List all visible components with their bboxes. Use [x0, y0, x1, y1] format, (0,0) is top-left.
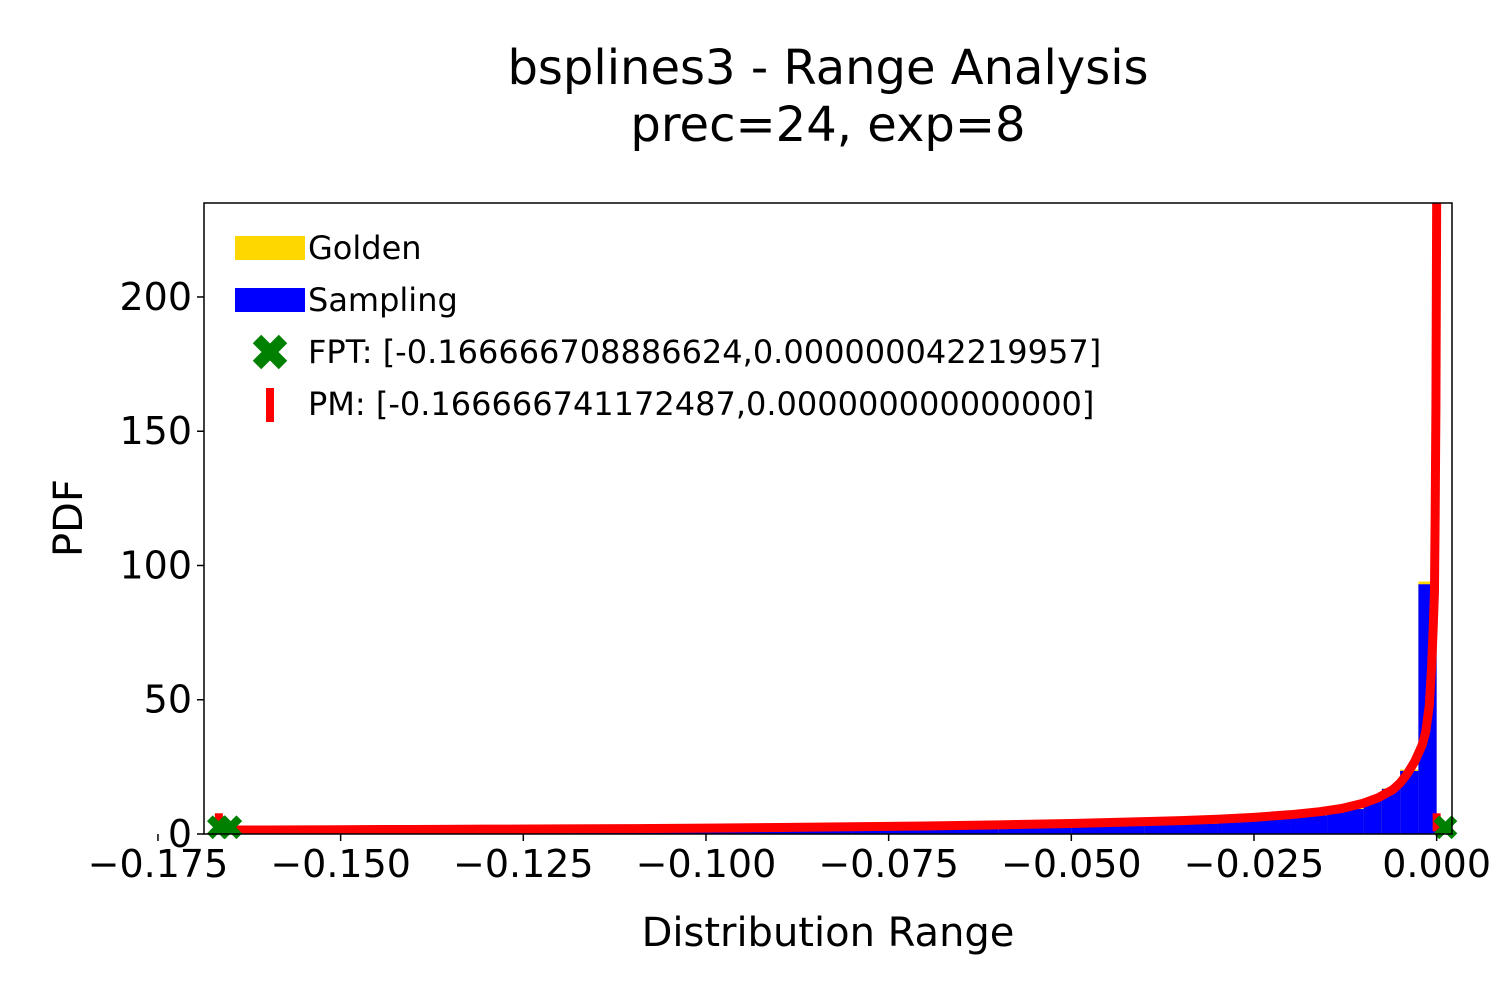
- legend-swatch-sampling: [235, 288, 305, 312]
- y-tick-label: 50: [144, 678, 192, 722]
- y-axis-label: PDF: [46, 479, 92, 557]
- legend-label: Golden: [308, 229, 422, 267]
- legend-swatch-pm: [266, 388, 274, 422]
- legend-swatch-fpt: [252, 334, 288, 370]
- plot-area: [214, 203, 1442, 834]
- chart-subtitle: prec=24, exp=8: [630, 97, 1025, 153]
- sampling-bar: [1363, 799, 1382, 834]
- legend-swatch-golden: [235, 236, 305, 260]
- x-tick-label: −0.075: [818, 842, 959, 886]
- sampling-bar: [852, 828, 999, 834]
- sampling-bar: [1400, 770, 1419, 834]
- y-tick-label: 100: [119, 543, 192, 587]
- sampling-bar: [1144, 823, 1218, 834]
- sampling-bar: [1217, 820, 1254, 834]
- legend-label: Sampling: [308, 281, 458, 319]
- sampling-bar: [1290, 815, 1328, 834]
- y-tick-label: 200: [119, 275, 192, 319]
- sampling-bar: [1381, 788, 1401, 834]
- chart-title: bsplines3 - Range Analysis: [507, 40, 1148, 96]
- x-tick-label: −0.150: [270, 842, 411, 886]
- legend: Golden Sampling FPT: [-0.166666708886624,0…: [235, 229, 1101, 423]
- legend-label: FPT: [-0.166666708886624,0.0000000422199…: [308, 333, 1101, 371]
- sampling-bar: [998, 827, 1072, 834]
- x-tick-label: 0.000: [1382, 842, 1491, 886]
- sampling-bar: [1253, 818, 1291, 834]
- x-tick-label: −0.100: [636, 842, 777, 886]
- x-tick-label: −0.050: [1001, 842, 1142, 886]
- pm-curve: [214, 203, 1442, 834]
- x-tick-label: −0.125: [453, 842, 594, 886]
- x-tick-label: −0.025: [1184, 842, 1325, 886]
- plot-frame: [203, 202, 1453, 835]
- y-tick-label: 150: [119, 409, 192, 453]
- x-axis-label: Distribution Range: [642, 910, 1015, 956]
- y-tick-label: 0: [168, 812, 192, 856]
- x-tick-label: −0.175: [88, 842, 229, 886]
- sampling-bar: [1071, 825, 1145, 834]
- legend-label: PM: [-0.166666741172487,0.00000000000000…: [308, 385, 1094, 423]
